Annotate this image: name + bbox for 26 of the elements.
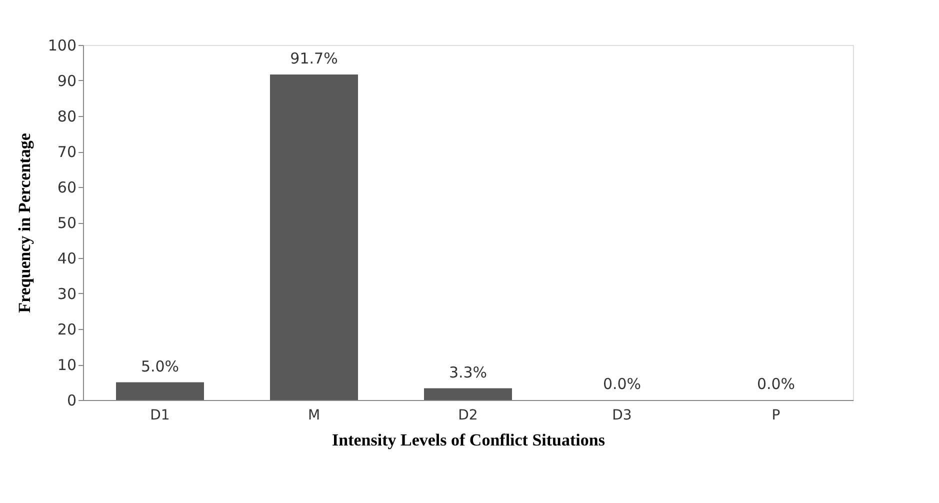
bar <box>116 382 204 400</box>
data-label: 3.3% <box>448 363 488 382</box>
y-tick-label: 40 <box>57 250 76 268</box>
y-tick-label: 70 <box>57 143 76 161</box>
bar <box>270 74 358 400</box>
x-tick-label: D1 <box>150 408 170 424</box>
data-label: 0.0% <box>602 375 642 393</box>
x-tick-label: M <box>308 408 320 424</box>
x-axis-title: Intensity Levels of Conflict Situations <box>332 430 606 450</box>
y-tick-label: 60 <box>57 178 76 196</box>
y-tick-label: 80 <box>57 108 76 126</box>
y-tick-label: 50 <box>57 214 76 232</box>
y-axis-title: Frequency in Percentage <box>14 132 34 313</box>
y-tick-label: 20 <box>57 320 76 338</box>
bar <box>424 388 512 400</box>
y-tick-label: 90 <box>57 72 76 90</box>
y-tick-label: 0 <box>66 392 76 410</box>
data-label: 5.0% <box>140 357 180 376</box>
y-tick-label: 10 <box>57 356 76 374</box>
data-label: 91.7% <box>290 49 338 68</box>
x-tick-label: D3 <box>612 408 632 424</box>
x-tick-label: P <box>772 408 780 424</box>
x-tick-label: D2 <box>458 408 478 424</box>
y-tick-label: 30 <box>57 285 76 303</box>
data-label: 0.0% <box>756 375 796 393</box>
y-tick-label: 100 <box>48 36 76 54</box>
